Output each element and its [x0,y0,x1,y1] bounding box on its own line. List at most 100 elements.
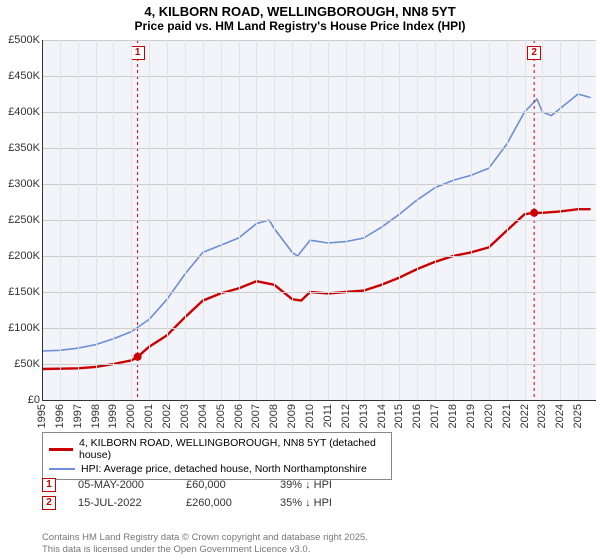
x-axis-label: 2005 [215,404,227,428]
data-point-table: 105-MAY-2000£60,00039% ↓ HPI215-JUL-2022… [42,476,332,512]
gridline-v [560,40,561,400]
gridline-v [239,40,240,400]
gridline-v [221,40,222,400]
gridline-v [274,40,275,400]
x-axis-label: 2002 [161,404,173,428]
gridline-v [292,40,293,400]
legend-label: HPI: Average price, detached house, Nort… [81,463,367,475]
x-axis-label: 2012 [340,404,352,428]
gridline-v [256,40,257,400]
attribution: Contains HM Land Registry data © Crown c… [42,532,368,556]
data-point-marker: 1 [42,478,56,492]
series-property [42,209,591,369]
x-axis-label: 1995 [36,404,48,428]
x-axis-label: 1999 [107,404,119,428]
x-axis-label: 2025 [572,404,584,428]
x-axis-label: 2001 [143,404,155,428]
data-point-row: 2 15-JUL-2022 £260,000 35% ↓ HPI [42,494,332,512]
gridline-v [471,40,472,400]
gridline-v [78,40,79,400]
x-axis-label: 1997 [72,404,84,428]
x-axis-label: 2014 [376,404,388,428]
x-axis-label: 2010 [304,404,316,428]
gridline-v [60,40,61,400]
y-axis-label: £400K [0,106,40,118]
gridline-h [42,292,596,293]
gridline-h [42,364,596,365]
y-axis [42,40,43,400]
data-point-row: 105-MAY-2000£60,00039% ↓ HPI [42,476,332,494]
data-point-delta: 39% ↓ HPI [280,479,332,491]
chart-title: 4, KILBORN ROAD, WELLINGBOROUGH, NN8 5YT [0,4,600,19]
gridline-v [542,40,543,400]
x-axis-label: 2023 [536,404,548,428]
gridline-v [507,40,508,400]
y-axis-label: £50K [0,358,40,370]
gridline-h [42,112,596,113]
y-axis-label: £250K [0,214,40,226]
legend-row: 4, KILBORN ROAD, WELLINGBOROUGH, NN8 5YT… [49,436,385,462]
gridline-v [399,40,400,400]
x-axis-label: 2015 [393,404,405,428]
x-axis-label: 2000 [125,404,137,428]
gridline-v [149,40,150,400]
gridline-v [435,40,436,400]
chart-subtitle: Price paid vs. HM Land Registry's House … [0,19,600,33]
legend: 4, KILBORN ROAD, WELLINGBOROUGH, NN8 5YT… [42,432,392,480]
gridline-v [113,40,114,400]
x-axis-label: 1998 [90,404,102,428]
gridline-h [42,328,596,329]
data-point-marker: 2 [42,496,56,510]
x-axis-label: 2003 [179,404,191,428]
x-axis-label: 2004 [197,404,209,428]
x-axis-label: 2016 [411,404,423,428]
x-axis-label: 2011 [322,404,334,428]
x-axis-label: 2009 [286,404,298,428]
legend-label: 4, KILBORN ROAD, WELLINGBOROUGH, NN8 5YT… [79,437,385,461]
marker-number: 2 [527,46,541,60]
x-axis-label: 2013 [358,404,370,428]
x-axis-label: 2020 [483,404,495,428]
x-axis-label: 2024 [554,404,566,428]
gridline-v [525,40,526,400]
y-axis-label: £350K [0,142,40,154]
gridline-v [328,40,329,400]
x-axis-label: 2021 [501,404,513,428]
chart-area: 12 £0£50K£100K£150K£200K£250K£300K£350K£… [0,40,600,422]
gridline-v [185,40,186,400]
y-axis-label: £0 [0,394,40,406]
data-point-price: £60,000 [186,479,258,491]
gridline-h [42,76,596,77]
x-axis-label: 2006 [233,404,245,428]
gridline-h [42,220,596,221]
gridline-v [203,40,204,400]
legend-swatch [49,468,75,470]
y-axis-label: £100K [0,322,40,334]
x-axis-label: 2022 [519,404,531,428]
x-axis-label: 1996 [54,404,66,428]
x-axis-label: 2018 [447,404,459,428]
legend-row: HPI: Average price, detached house, Nort… [49,462,385,476]
gridline-h [42,148,596,149]
y-axis-label: £500K [0,34,40,46]
x-axis-label: 2017 [429,404,441,428]
marker-dot [530,209,538,217]
gridline-v [346,40,347,400]
data-point-delta: 35% ↓ HPI [280,497,332,509]
x-axis-label: 2008 [268,404,280,428]
data-point-date: 15-JUL-2022 [78,497,164,509]
marker-number: 1 [131,46,145,60]
gridline-h [42,256,596,257]
gridline-v [578,40,579,400]
gridline-v [131,40,132,400]
gridline-v [453,40,454,400]
marker-dot [134,353,142,361]
gridline-v [364,40,365,400]
attribution-line1: Contains HM Land Registry data © Crown c… [42,532,368,544]
gridline-v [167,40,168,400]
x-axis-label: 2019 [465,404,477,428]
data-point-price: £260,000 [186,497,258,509]
gridline-v [96,40,97,400]
y-axis-label: £450K [0,70,40,82]
attribution-line2: This data is licensed under the Open Gov… [42,544,368,556]
